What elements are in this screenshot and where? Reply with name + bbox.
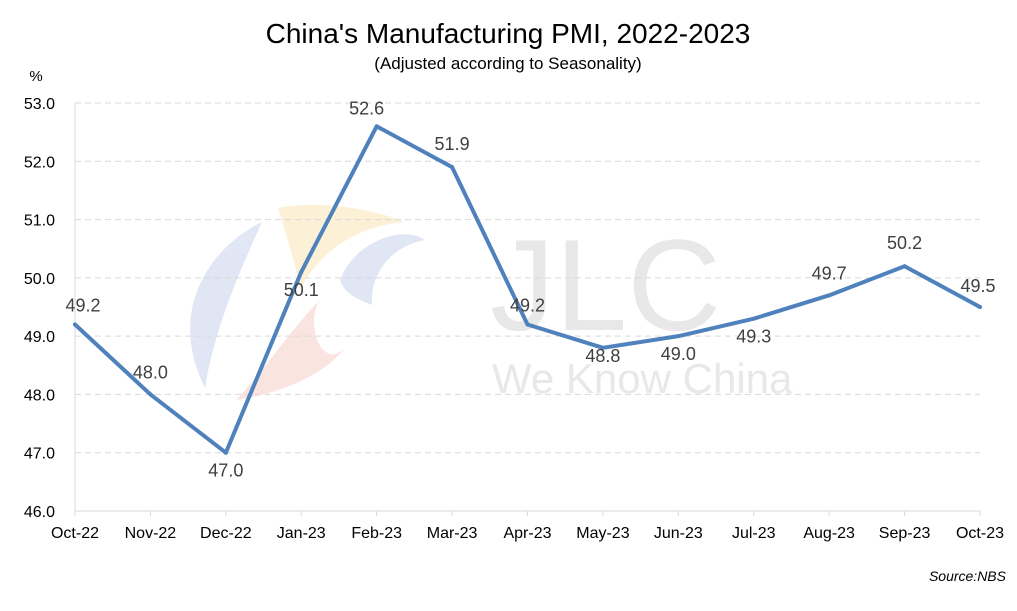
x-tick-label: Jun-23 — [654, 525, 703, 542]
data-point — [73, 322, 77, 327]
data-label: 49.0 — [661, 344, 696, 364]
x-axis: Oct-22 Nov-22 Dec-22 Jan-23 Feb-23 Mar-23 Apr-… — [51, 510, 1004, 542]
y-tick-label: 46.0 — [24, 504, 55, 521]
y-axis-unit: % — [29, 68, 42, 85]
series-group — [73, 124, 982, 455]
x-tick-label: Jan-23 — [277, 525, 326, 542]
y-tick-label: 51.0 — [24, 213, 55, 230]
data-label: 49.2 — [510, 295, 545, 315]
data-label: 47.0 — [208, 461, 243, 481]
data-label: 49.2 — [65, 295, 100, 315]
data-label: 50.2 — [887, 233, 922, 253]
data-point — [450, 165, 455, 170]
watermark-logo: JLC We Know China — [190, 204, 793, 402]
y-tick-label: 50.0 — [24, 271, 55, 288]
data-point — [525, 322, 530, 327]
chart-subtitle: (Adjusted according to Seasonality) — [374, 54, 641, 73]
data-point — [827, 293, 832, 298]
data-point — [676, 334, 681, 339]
data-point — [751, 316, 756, 321]
x-tick-label: Sep-23 — [879, 525, 931, 542]
data-label: 49.5 — [960, 276, 995, 296]
y-tick-label: 47.0 — [24, 446, 55, 463]
data-label: 51.9 — [435, 134, 470, 154]
data-label: 48.0 — [133, 362, 168, 382]
chart-title: China's Manufacturing PMI, 2022-2023 — [266, 18, 751, 49]
x-tick-label: Dec-22 — [200, 525, 252, 542]
data-labels: 49.2 48.0 47.0 50.1 52.6 51.9 49.2 48.8 49.0 49.3… — [65, 98, 995, 480]
x-tick-label: Feb-23 — [351, 525, 402, 542]
data-label: 49.7 — [812, 263, 847, 283]
data-point — [374, 124, 379, 129]
data-label: 52.6 — [349, 98, 384, 118]
watermark-tagline: We Know China — [492, 355, 793, 402]
data-label: 49.3 — [736, 327, 771, 347]
x-tick-label: Oct-22 — [51, 525, 99, 542]
x-tick-label: Jul-23 — [732, 525, 776, 542]
x-tick-label: Nov-22 — [125, 525, 177, 542]
data-label: 48.8 — [585, 346, 620, 366]
data-point — [148, 392, 153, 397]
data-point — [299, 270, 304, 275]
source-note: Source:NBS — [929, 568, 1007, 584]
x-tick-label: Aug-23 — [803, 525, 855, 542]
data-point — [600, 345, 605, 350]
y-axis: 46.0 47.0 48.0 49.0 50.0 51.0 52.0 53.0 — [24, 96, 76, 521]
x-tick-label: Apr-23 — [503, 525, 551, 542]
y-tick-label: 52.0 — [24, 154, 55, 171]
y-tick-label: 48.0 — [24, 387, 55, 404]
data-point — [223, 450, 228, 455]
x-tick-label: May-23 — [576, 525, 629, 542]
data-point — [902, 264, 907, 269]
y-tick-label: 49.0 — [24, 329, 55, 346]
x-tick-label: Mar-23 — [427, 525, 478, 542]
data-point — [978, 305, 982, 309]
x-tick-label: Oct-23 — [956, 525, 1004, 542]
data-label: 50.1 — [284, 280, 319, 300]
y-tick-label: 53.0 — [24, 96, 55, 113]
